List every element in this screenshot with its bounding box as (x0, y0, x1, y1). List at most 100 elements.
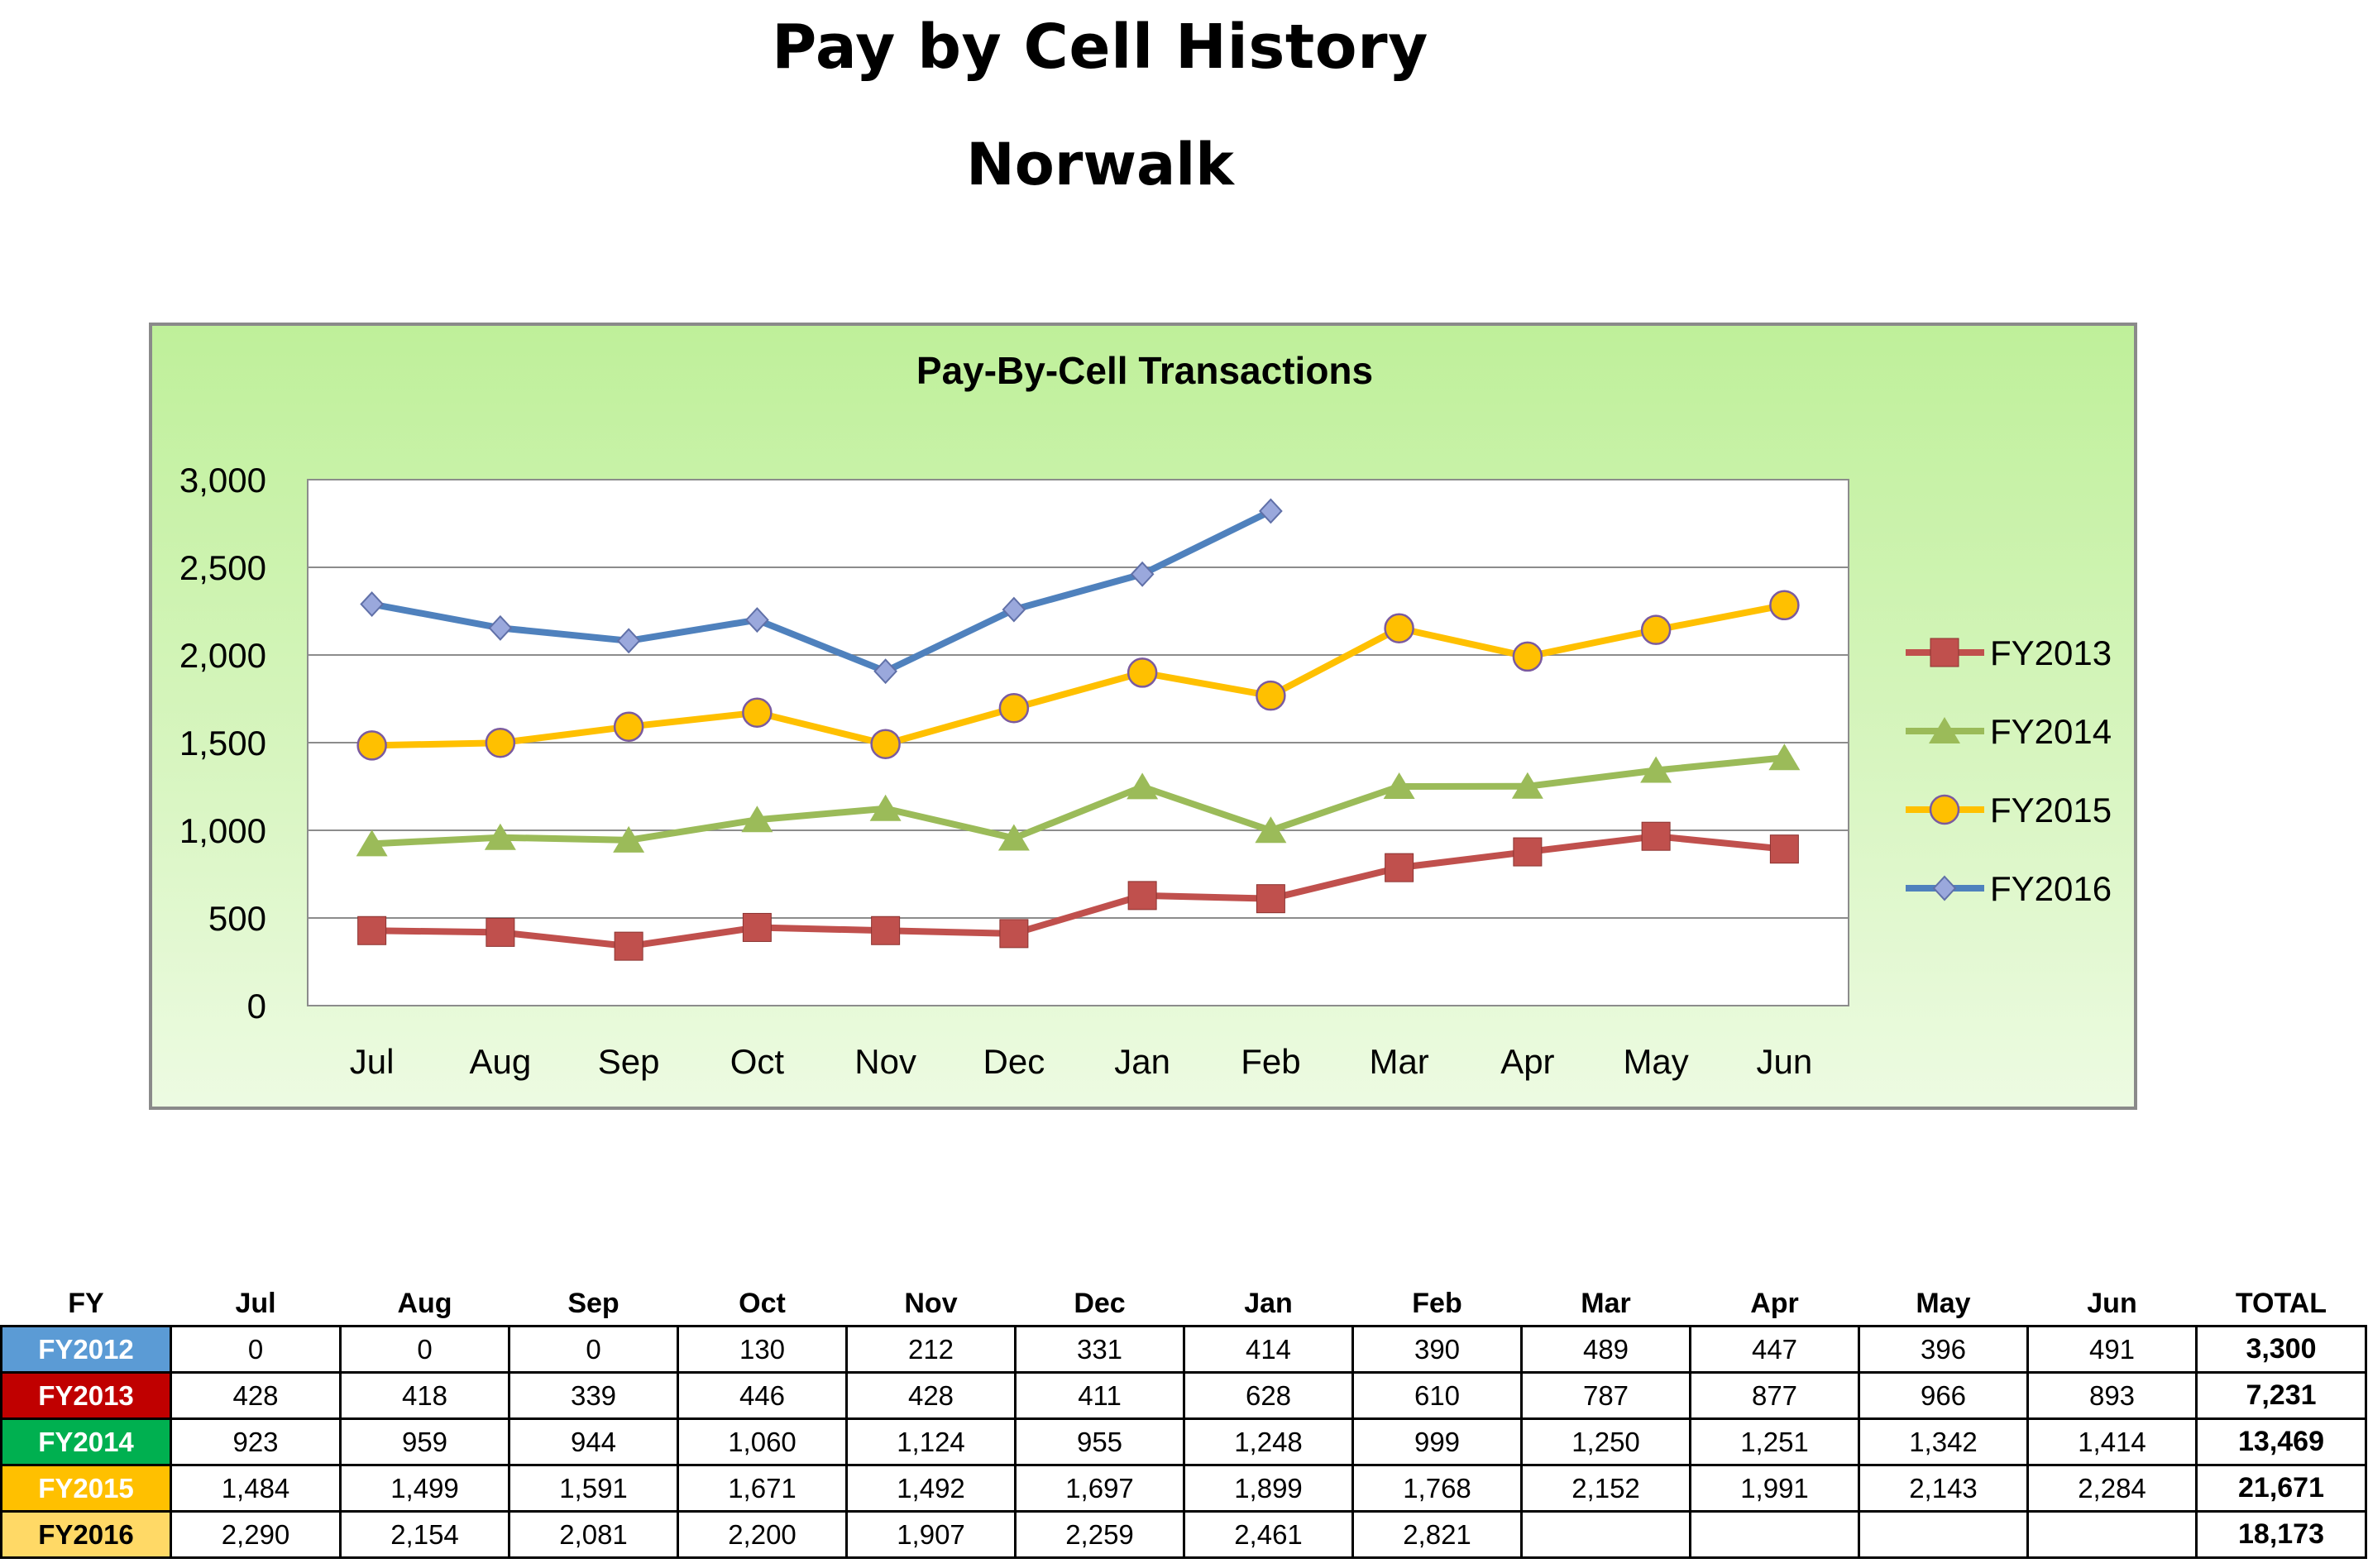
data-point-fy2014 (997, 824, 1030, 851)
table-cell: 396 (1858, 1325, 2029, 1374)
table-cell: 212 (845, 1325, 1017, 1374)
column-header: Dec (1074, 1288, 1126, 1319)
table-cell: 1,991 (1689, 1464, 1860, 1513)
table-cell: 2,284 (2026, 1464, 2198, 1513)
table-cell: 893 (2026, 1371, 2198, 1420)
table-cell: 1,342 (1858, 1417, 2029, 1466)
column-header: Jun (2087, 1288, 2137, 1319)
y-tick-label: 3,000 (179, 461, 266, 500)
data-point-fy2013 (1127, 881, 1157, 911)
table-cell: 1,248 (1183, 1417, 1354, 1466)
table-cell: 447 (1689, 1325, 1860, 1374)
table-cell: 2,152 (1520, 1464, 1691, 1513)
row-total: 13,469 (2195, 1417, 2367, 1466)
table-row: FY2012 0 0 0 130 212 331 414 390 489 447 396 491 3,30… (0, 1325, 2367, 1374)
column-header: Apr (1750, 1288, 1799, 1319)
data-point-fy2014 (741, 806, 773, 833)
data-point-fy2013 (1385, 853, 1414, 882)
table-cell: 923 (170, 1417, 342, 1466)
row-total: 7,231 (2195, 1371, 2367, 1420)
data-point-fy2015 (870, 729, 901, 759)
line-chart: 0 500 1,000 1,500 2,000 2,500 3,000 Jul Aug Sep Oc… (179, 349, 2112, 1081)
data-point-fy2015 (1640, 614, 1672, 645)
data-point-fy2014 (869, 794, 902, 821)
data-point-fy2016 (616, 628, 641, 654)
table-cell: 1,499 (339, 1464, 510, 1513)
data-point-fy2016 (488, 614, 513, 641)
table-cell: 428 (170, 1371, 342, 1420)
row-label: FY2014 (0, 1417, 172, 1466)
x-tick-label: Mar (1369, 1042, 1428, 1081)
x-tick-label: Jan (1114, 1042, 1170, 1081)
row-total: 3,300 (2195, 1325, 2367, 1374)
row-total: 18,173 (2195, 1510, 2367, 1559)
data-point-fy2015 (613, 711, 644, 742)
legend-marker-fy2013 (1930, 638, 1959, 667)
x-tick-label: Oct (730, 1042, 785, 1081)
column-header: TOTAL (2235, 1288, 2327, 1319)
data-point-fy2015 (1769, 590, 1800, 621)
y-tick-label: 2,500 (179, 548, 266, 587)
column-header: Jan (1244, 1288, 1293, 1319)
table-cell: 489 (1520, 1325, 1691, 1374)
x-tick-label: Jul (350, 1042, 395, 1081)
y-tick-label: 1,500 (179, 724, 266, 762)
row-total: 21,671 (2195, 1464, 2367, 1513)
data-point-fy2013 (1513, 837, 1543, 867)
legend-marker-fy2015 (1929, 794, 1960, 825)
x-tick-label: Aug (470, 1042, 532, 1081)
legend-label-fy2015: FY2015 (1990, 791, 2112, 829)
table-cell: 390 (1351, 1325, 1523, 1374)
series-line-fy2014 (371, 754, 1785, 848)
table-cell: 414 (1183, 1325, 1354, 1374)
column-header: Mar (1581, 1288, 1631, 1319)
table-cell: 1,251 (1689, 1417, 1860, 1466)
table-cell: 130 (677, 1325, 848, 1374)
table-row: FY2015 1,484 1,499 1,591 1,671 1,492 1,697 1,89… (0, 1464, 2367, 1513)
table-cell: 1,899 (1183, 1464, 1354, 1513)
table-cell (1858, 1510, 2029, 1559)
data-point-fy2014 (1383, 772, 1415, 799)
table-cell: 610 (1351, 1371, 1523, 1420)
y-tick-label: 0 (247, 987, 266, 1025)
x-tick-label: Apr (1500, 1042, 1554, 1081)
table-cell: 1,671 (677, 1464, 848, 1513)
data-point-fy2015 (356, 730, 387, 761)
legend-marker-fy2016 (1932, 875, 1957, 901)
data-point-fy2015 (1127, 657, 1158, 688)
table-cell: 428 (845, 1371, 1017, 1420)
y-tick-label: 500 (208, 899, 266, 938)
series-line-fy2016 (371, 508, 1273, 675)
table-cell: 1,060 (677, 1417, 848, 1466)
data-point-fy2013 (1769, 834, 1799, 864)
data-point-fy2016 (1259, 498, 1283, 524)
table-cell: 628 (1183, 1371, 1354, 1420)
table-cell: 0 (508, 1325, 679, 1374)
table-cell: 418 (339, 1371, 510, 1420)
data-point-fy2014 (613, 825, 645, 853)
table-cell: 877 (1689, 1371, 1860, 1420)
table-cell: 446 (677, 1371, 848, 1420)
chart-title: Pay-By-Cell Transactions (916, 349, 1373, 392)
table-cell: 787 (1520, 1371, 1691, 1420)
data-point-fy2015 (485, 727, 516, 758)
data-point-fy2015 (998, 692, 1030, 724)
data-point-fy2013 (1256, 884, 1285, 914)
table-cell (1520, 1510, 1691, 1559)
data-point-fy2015 (1512, 641, 1543, 672)
table-cell: 1,907 (845, 1510, 1017, 1559)
data-point-fy2014 (1640, 756, 1672, 783)
data-point-fy2013 (742, 912, 772, 942)
row-label: FY2012 (0, 1325, 172, 1374)
column-header: Jul (235, 1288, 276, 1319)
data-point-fy2014 (1511, 772, 1543, 799)
table-cell (1689, 1510, 1860, 1559)
data-point-fy2013 (357, 915, 387, 945)
row-label: FY2016 (0, 1510, 172, 1559)
table-cell (2026, 1510, 2198, 1559)
column-header: Oct (739, 1288, 786, 1319)
column-header: Feb (1412, 1288, 1462, 1319)
data-point-fy2016 (1130, 561, 1155, 587)
legend-label-fy2013: FY2013 (1990, 633, 2112, 672)
data-point-fy2014 (1127, 772, 1159, 800)
